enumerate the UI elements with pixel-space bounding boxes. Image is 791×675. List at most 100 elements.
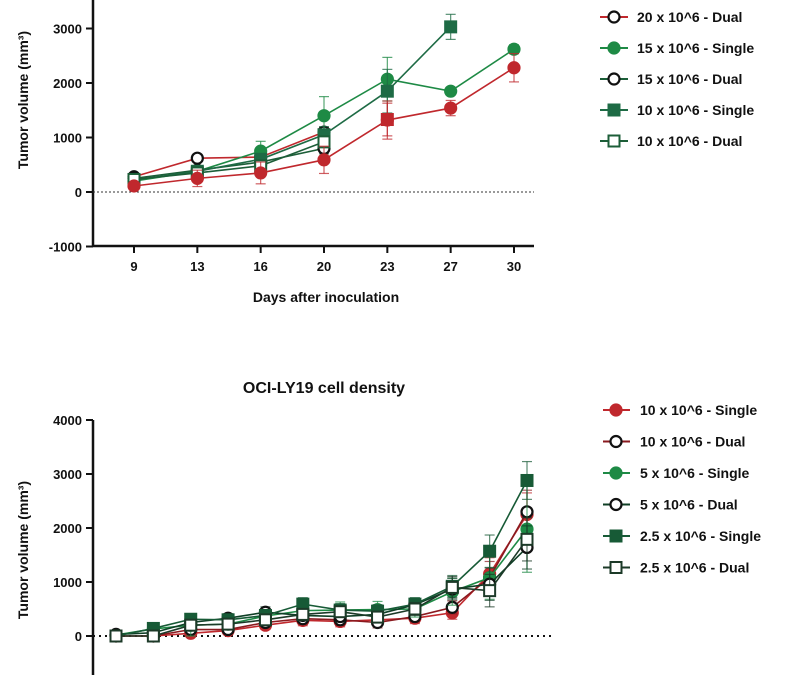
legend-item: 5 x 10^6 - Dual xyxy=(603,497,738,513)
data-point xyxy=(221,617,235,631)
series-line xyxy=(133,131,325,178)
chart-top-axes: -1000 0 1000 2000 3000 9 13 16 20 23 27 30 xyxy=(49,0,534,274)
chart-bottom-axes: 0 1000 2000 3000 4000 xyxy=(53,413,551,675)
data-point xyxy=(380,84,394,98)
legend-label: 15 x 10^6 - Single xyxy=(637,40,754,56)
data-point xyxy=(296,607,310,621)
data-point xyxy=(333,605,347,619)
y-tick-label: 1000 xyxy=(53,131,82,146)
legend-label: 10 x 10^6 - Dual xyxy=(640,434,745,450)
data-point xyxy=(408,602,422,616)
legend-marker xyxy=(609,529,623,543)
legend-marker xyxy=(607,103,621,117)
legend-marker xyxy=(609,434,623,449)
legend-label: 5 x 10^6 - Dual xyxy=(640,497,738,513)
legend-label: 10 x 10^6 - Dual xyxy=(637,133,742,149)
data-point xyxy=(507,61,521,75)
legend-item: 15 x 10^6 - Single xyxy=(600,40,754,56)
y-tick-label: 1000 xyxy=(53,575,82,590)
data-point xyxy=(483,544,497,558)
series-1 xyxy=(109,489,534,643)
data-point xyxy=(520,473,534,487)
y-tick-label: 3000 xyxy=(53,467,82,482)
data-point xyxy=(520,532,534,546)
series-6 xyxy=(380,102,394,137)
data-point xyxy=(190,171,204,185)
legend-item: 2.5 x 10^6 - Single xyxy=(603,528,761,544)
x-tick-label: 9 xyxy=(130,259,137,274)
chart-bottom-y-axis-label: Tumor volume (mm³) xyxy=(15,481,31,619)
legend-item: 2.5 x 10^6 - Dual xyxy=(603,560,749,576)
legend-label: 5 x 10^6 - Single xyxy=(640,465,750,481)
data-point xyxy=(371,610,385,624)
data-point xyxy=(184,618,198,632)
data-point xyxy=(254,166,268,180)
legend-item: 10 x 10^6 - Dual xyxy=(603,434,745,450)
data-point xyxy=(317,109,331,123)
y-tick-label: -1000 xyxy=(49,240,82,255)
y-tick-label: 2000 xyxy=(53,521,82,536)
x-tick-label: 20 xyxy=(317,259,331,274)
series-line xyxy=(133,26,452,181)
chart-bottom-series xyxy=(109,460,534,643)
y-tick-label: 0 xyxy=(75,185,82,200)
legend-label: 20 x 10^6 - Dual xyxy=(637,9,742,25)
data-point xyxy=(127,179,141,193)
legend-item: 5 x 10^6 - Single xyxy=(603,465,750,481)
chart-top: -1000 0 1000 2000 3000 9 13 16 20 23 27 30 Tumor vo… xyxy=(15,0,754,305)
legend-marker xyxy=(607,72,621,86)
legend-item: 15 x 10^6 - Dual xyxy=(600,71,742,87)
data-point xyxy=(317,153,331,167)
chart-bottom-title: OCI-LY19 cell density xyxy=(243,380,405,397)
chart-top-x-axis-label: Days after inoculation xyxy=(253,289,399,305)
x-tick-label: 16 xyxy=(253,259,267,274)
legend-item: 10 x 10^6 - Single xyxy=(603,402,757,418)
legend-marker xyxy=(609,403,623,417)
x-tick-label: 13 xyxy=(190,259,204,274)
y-tick-label: 3000 xyxy=(53,22,82,37)
legend-item: 10 x 10^6 - Single xyxy=(600,102,754,118)
chart-top-series xyxy=(127,13,521,193)
chart-top-legend: 20 x 10^6 - Dual 15 x 10^6 - Single 15 x 1… xyxy=(600,9,754,149)
legend-marker xyxy=(609,466,623,480)
legend-label: 15 x 10^6 - Dual xyxy=(637,71,742,87)
legend-marker xyxy=(607,134,621,148)
data-point xyxy=(190,151,204,165)
legend-item: 20 x 10^6 - Dual xyxy=(600,9,742,25)
data-point xyxy=(444,20,458,34)
y-tick-label: 0 xyxy=(75,629,82,644)
legend-marker xyxy=(607,10,621,24)
series-5 xyxy=(109,517,534,643)
legend-label: 2.5 x 10^6 - Single xyxy=(640,528,761,544)
x-tick-label: 30 xyxy=(507,259,521,274)
series-line xyxy=(133,141,325,181)
data-point xyxy=(380,113,394,127)
data-point xyxy=(445,580,459,594)
legend-marker xyxy=(609,497,623,512)
x-tick-label: 23 xyxy=(380,259,394,274)
chart-bottom-legend: 10 x 10^6 - Single 10 x 10^6 - Dual 5 x 10… xyxy=(603,402,761,576)
legend-label: 10 x 10^6 - Single xyxy=(637,102,754,118)
x-tick-label: 27 xyxy=(443,259,457,274)
legend-marker xyxy=(609,561,623,574)
data-point xyxy=(483,584,497,598)
y-tick-label: 2000 xyxy=(53,76,82,91)
chart-top-y-axis-label: Tumor volume (mm³) xyxy=(15,31,31,169)
data-point xyxy=(258,613,272,627)
legend-marker xyxy=(607,41,621,55)
chart-bottom: OCI-LY19 cell density 01000200030004000 … xyxy=(15,380,761,675)
y-tick-label: 4000 xyxy=(53,413,82,428)
legend-label: 10 x 10^6 - Single xyxy=(640,402,757,418)
series-3 xyxy=(127,13,458,187)
data-point xyxy=(444,101,458,115)
series-line xyxy=(116,514,528,637)
data-point xyxy=(109,629,123,643)
series-4 xyxy=(109,460,534,643)
series-line xyxy=(133,147,325,180)
data-point xyxy=(444,84,458,98)
legend-label: 2.5 x 10^6 - Dual xyxy=(640,560,749,576)
legend-item: 10 x 10^6 - Dual xyxy=(600,133,742,149)
series-2 xyxy=(109,485,534,642)
data-point xyxy=(146,629,160,643)
